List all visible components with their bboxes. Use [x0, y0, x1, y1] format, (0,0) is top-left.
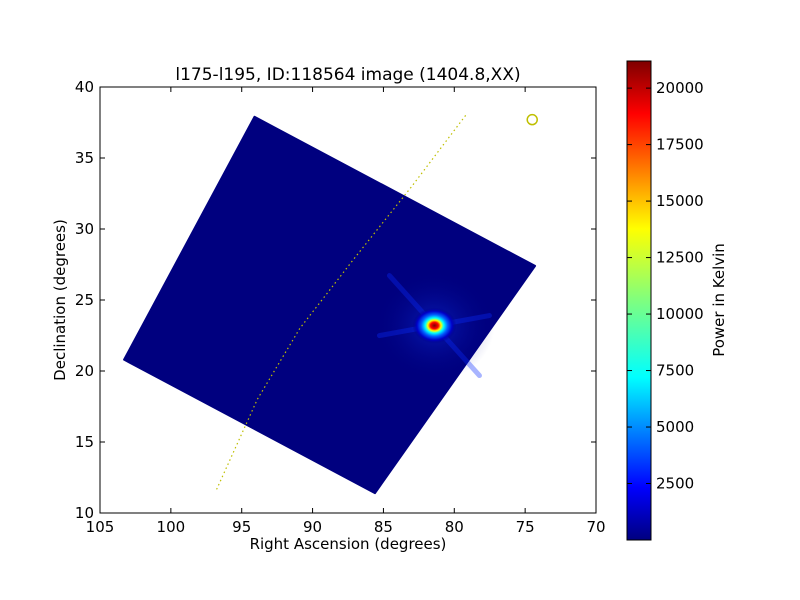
marker-circle: [526, 113, 538, 126]
x-tick-label: 85: [374, 518, 393, 536]
x-tick-label: 105: [86, 518, 115, 536]
y-axis-ticks: 10 15 20 25 30 35 40: [75, 78, 596, 522]
colorbar-tick-label: 15000: [656, 192, 704, 210]
x-tick-label: 70: [586, 518, 605, 536]
colorbar-gradient: [626, 60, 652, 541]
colorbar: 2500 5000 7500 10000 12500 15000 17500 20000 Po…: [626, 60, 728, 541]
y-axis-label: Declination (degrees): [51, 219, 69, 381]
coverage-region: [123, 115, 537, 495]
colorbar-label: Power in Kelvin: [710, 243, 728, 357]
colorbar-tick-label: 17500: [656, 136, 704, 154]
colorbar-tick-label: 20000: [656, 79, 704, 97]
data-layer: [123, 113, 538, 495]
x-axis-label: Right Ascension (degrees): [250, 535, 447, 553]
y-tick-label: 35: [75, 149, 94, 167]
plot-area: 105 100 95 90 85 80 75 70 10 15 20 25 30 35 40: [75, 78, 606, 536]
y-tick-label: 30: [75, 220, 94, 238]
x-tick-label: 80: [445, 518, 464, 536]
source-peak-0: [412, 307, 457, 344]
colorbar-tick-label: 7500: [656, 362, 694, 380]
y-tick-label: 20: [75, 362, 94, 380]
colorbar-tick-label: 5000: [656, 418, 694, 436]
y-tick-label: 40: [75, 78, 94, 96]
colorbar-tick-label: 12500: [656, 249, 704, 267]
colorbar-tick-label: 2500: [656, 475, 694, 493]
y-tick-label: 25: [75, 291, 94, 309]
x-axis-ticks: 105 100 95 90 85 80 75 70: [86, 87, 606, 536]
x-tick-label: 100: [157, 518, 186, 536]
x-tick-label: 90: [303, 518, 322, 536]
y-tick-label: 15: [75, 433, 94, 451]
galactic-plane-line: [215, 115, 467, 491]
colorbar-ticks: 2500 5000 7500 10000 12500 15000 17500 20000: [627, 79, 704, 493]
x-tick-label: 95: [232, 518, 251, 536]
x-tick-label: 75: [516, 518, 535, 536]
chart-title: l175-l195, ID:118564 image (1404.8,XX): [175, 65, 520, 85]
y-tick-label: 10: [75, 504, 94, 522]
colorbar-tick-label: 10000: [656, 305, 704, 323]
